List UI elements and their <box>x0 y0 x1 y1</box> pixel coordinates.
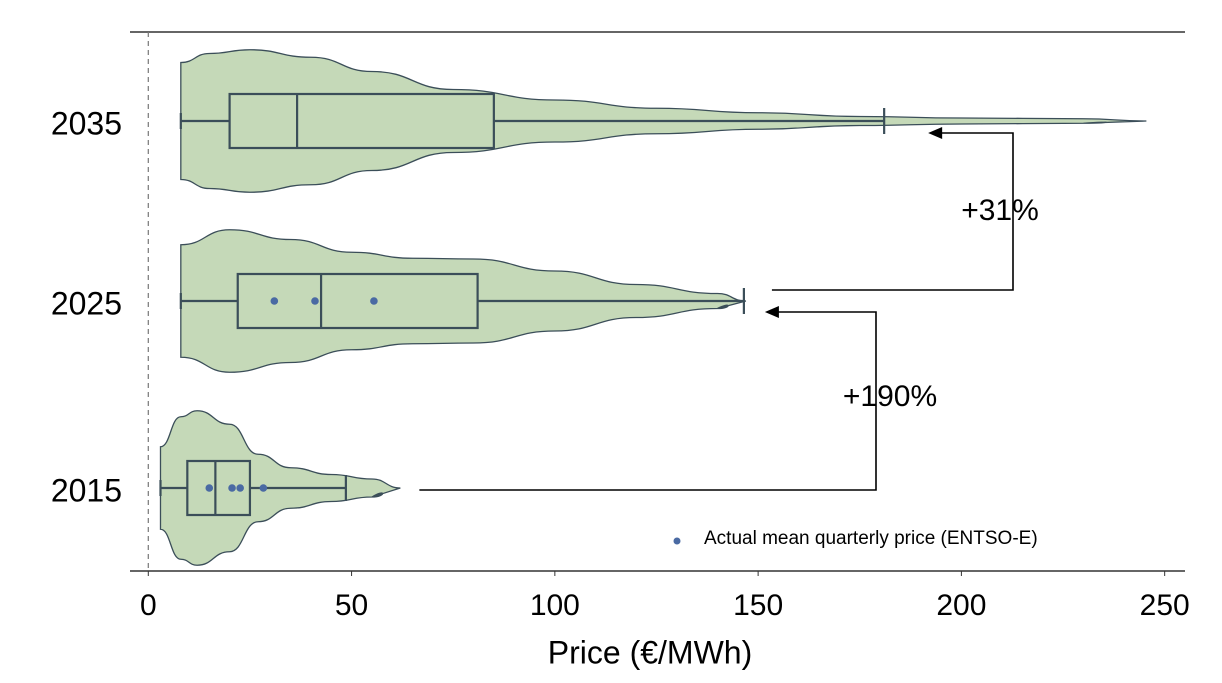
mean-point <box>311 297 319 305</box>
box <box>186 459 252 517</box>
connector <box>771 132 1014 291</box>
mean-point <box>205 484 214 492</box>
box <box>236 272 479 330</box>
mean-point <box>270 297 279 305</box>
y-tick-label: 2035 <box>51 105 122 141</box>
legend-label: Actual mean quarterly price (ENTSO-E) <box>704 528 1038 549</box>
x-tick-label: 0 <box>140 589 157 622</box>
x-tick-label: 100 <box>530 589 580 622</box>
violin <box>180 229 747 373</box>
x-tick-label: 50 <box>335 589 368 622</box>
mean-point <box>370 297 378 305</box>
mean-point <box>259 484 268 492</box>
mean-point <box>236 484 244 492</box>
arrow-head <box>928 127 943 139</box>
x-axis-label: Price (€/MWh) <box>548 634 752 670</box>
arrow-head <box>764 306 779 318</box>
mean-point <box>228 484 236 492</box>
x-tick-label: 200 <box>936 589 986 622</box>
annotation: +190% <box>843 380 937 413</box>
box <box>228 92 495 150</box>
x-tick-label: 250 <box>1140 589 1190 622</box>
legend-marker <box>673 537 681 545</box>
annotation: +31% <box>961 194 1039 227</box>
y-tick-label: 2025 <box>51 285 122 321</box>
x-tick-label: 150 <box>733 589 783 622</box>
connector <box>419 311 877 491</box>
y-tick-label: 2015 <box>51 472 122 508</box>
